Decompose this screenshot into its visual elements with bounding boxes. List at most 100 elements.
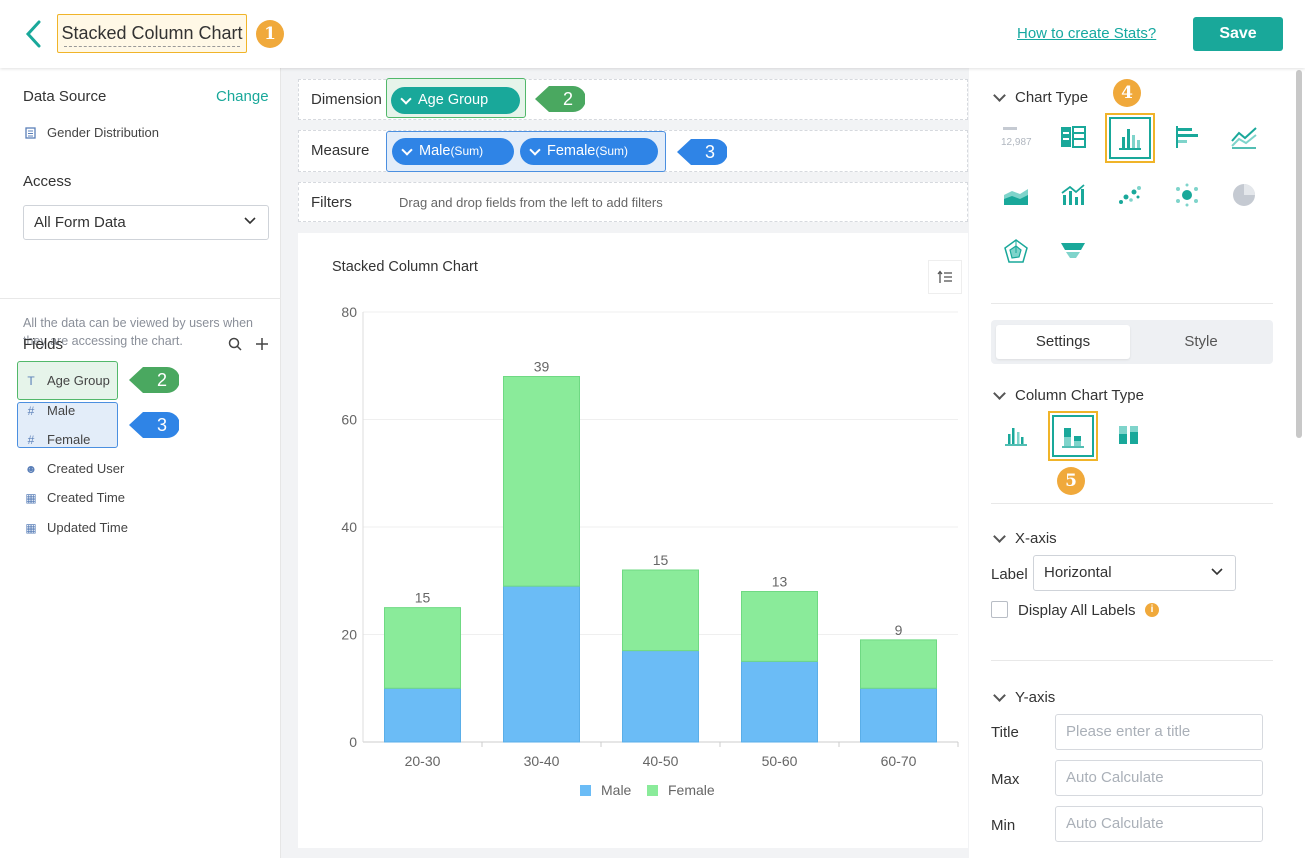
dimension-pill-age-group[interactable]: Age Group xyxy=(391,87,520,114)
field-label: Male xyxy=(47,403,76,418)
chart-type-combo[interactable] xyxy=(1050,172,1096,218)
step-arrow-2: 2 xyxy=(535,86,585,112)
percent-column-icon xyxy=(1119,426,1138,444)
field-age-group[interactable]: T Age Group xyxy=(23,371,110,391)
step-badge-1: 1 xyxy=(256,20,284,48)
field-updated-time[interactable]: ▦ Updated Time xyxy=(23,518,128,538)
data-label: 39 xyxy=(534,359,550,375)
bar-female xyxy=(622,569,699,652)
fields-label: Fields xyxy=(23,336,64,353)
access-label: Access xyxy=(23,173,72,190)
stacked-column-chart: 020406080101520-30293930-40171540-501513… xyxy=(341,304,959,798)
column-type-grouped[interactable] xyxy=(993,412,1039,458)
measure-label: Measure xyxy=(311,142,370,159)
x-tick-label: 60-70 xyxy=(881,753,917,769)
chart-type-pie[interactable] xyxy=(1221,172,1267,218)
access-select[interactable]: All Form Data xyxy=(23,205,269,240)
y-title-input[interactable]: Please enter a title xyxy=(1055,714,1263,750)
y-tick-label: 40 xyxy=(341,519,357,535)
change-source-link[interactable]: Change xyxy=(216,88,269,105)
scrollbar[interactable] xyxy=(1296,70,1302,438)
funnel-chart-icon xyxy=(1061,243,1085,258)
sort-button[interactable] xyxy=(928,260,962,294)
pill-name: Female xyxy=(547,143,596,159)
data-label: 15 xyxy=(415,590,431,606)
chart-type-bar[interactable] xyxy=(1165,114,1211,160)
chart-type-line[interactable] xyxy=(1221,114,1267,160)
sort-icon xyxy=(937,270,952,283)
search-icon[interactable] xyxy=(228,337,242,351)
x-tick-label: 30-40 xyxy=(524,753,560,769)
pill-name: Male xyxy=(419,143,451,159)
help-link[interactable]: How to create Stats? xyxy=(1017,25,1157,42)
field-highlight-dimension xyxy=(17,361,118,400)
chart-type-radar[interactable] xyxy=(993,229,1039,275)
tab-settings[interactable]: Settings xyxy=(996,325,1130,359)
chart-type-kpi[interactable]: 12,987 xyxy=(993,114,1039,160)
column-type-header[interactable]: Column Chart Type xyxy=(991,387,1144,404)
y-tick-label: 60 xyxy=(341,412,357,428)
divider xyxy=(991,503,1273,504)
x-axis-header[interactable]: X-axis xyxy=(991,530,1057,547)
field-female[interactable]: # Female xyxy=(23,430,91,450)
stacked-column-icon xyxy=(1052,415,1094,457)
dimension-row[interactable]: Dimension Age Group 2 xyxy=(298,78,968,120)
divider xyxy=(991,660,1273,661)
label-orientation-select[interactable]: Horizontal xyxy=(1033,555,1236,591)
chart-type-scatter[interactable] xyxy=(1107,172,1153,218)
field-male[interactable]: # Male xyxy=(23,401,76,421)
chart-type-table[interactable] xyxy=(1050,114,1096,160)
line-chart-icon xyxy=(1231,127,1257,149)
column-type-percent[interactable] xyxy=(1106,412,1152,458)
label-orientation-value: Horizontal xyxy=(1044,564,1112,581)
pill-agg: (Sum) xyxy=(450,144,484,158)
user-icon: ☻ xyxy=(24,462,38,476)
legend-label: Male xyxy=(601,782,632,798)
column-chart-icon xyxy=(1109,117,1151,159)
chart-type-header[interactable]: Chart Type xyxy=(991,89,1088,106)
chart-type-column[interactable] xyxy=(1105,113,1155,163)
chart-type-funnel[interactable] xyxy=(1050,229,1096,275)
measure-pill-female[interactable]: Female(Sum) xyxy=(520,138,658,165)
chart-type-area[interactable] xyxy=(993,172,1039,218)
kpi-icon: 12,987 xyxy=(1001,127,1032,148)
field-label: Created User xyxy=(47,461,125,476)
settings-style-tabs: Settings Style xyxy=(991,320,1273,364)
y-max-input[interactable]: Auto Calculate xyxy=(1055,760,1263,796)
chart-title-input[interactable]: Stacked Column Chart xyxy=(57,14,247,53)
source-name: Gender Distribution xyxy=(47,125,159,140)
step-arrow-3: 3 xyxy=(677,139,727,165)
back-arrow-icon[interactable] xyxy=(20,18,48,50)
bar-male xyxy=(384,687,461,743)
field-created-user[interactable]: ☻ Created User xyxy=(23,459,125,479)
column-type-stacked[interactable] xyxy=(1048,411,1098,461)
info-icon[interactable]: i xyxy=(1145,603,1159,617)
bar-chart-icon xyxy=(1176,126,1198,148)
measure-row[interactable]: Measure Male(Sum) Female(Sum) 3 xyxy=(298,130,968,172)
chevron-down-icon xyxy=(1211,568,1223,576)
tab-style[interactable]: Style xyxy=(1184,333,1218,350)
y-min-label: Min xyxy=(991,817,1016,834)
calendar-icon: ▦ xyxy=(25,521,37,535)
field-created-time[interactable]: ▦ Created Time xyxy=(23,488,125,508)
divider xyxy=(991,303,1273,304)
x-tick-label: 20-30 xyxy=(405,753,441,769)
display-all-labels-checkbox[interactable] xyxy=(991,601,1008,618)
x-tick-label: 40-50 xyxy=(643,753,679,769)
y-title-label: Title xyxy=(991,724,1019,741)
step-arrow-3: 3 xyxy=(129,412,179,438)
step-badge-5: 5 xyxy=(1057,467,1085,495)
measure-pill-male[interactable]: Male(Sum) xyxy=(392,138,514,165)
bar-female xyxy=(741,591,818,662)
y-min-input[interactable]: Auto Calculate xyxy=(1055,806,1263,842)
number-type-icon: # xyxy=(27,433,35,447)
filters-row[interactable]: Filters Drag and drop fields from the le… xyxy=(298,182,968,222)
legend-swatch-male xyxy=(580,785,591,796)
y-axis-header[interactable]: Y-axis xyxy=(991,689,1055,706)
add-field-icon[interactable] xyxy=(255,337,269,351)
field-label: Age Group xyxy=(47,373,110,388)
bar-male xyxy=(503,585,580,743)
legend-label: Female xyxy=(668,782,715,798)
chart-type-bubble[interactable] xyxy=(1164,172,1210,218)
save-button[interactable]: Save xyxy=(1193,17,1283,51)
